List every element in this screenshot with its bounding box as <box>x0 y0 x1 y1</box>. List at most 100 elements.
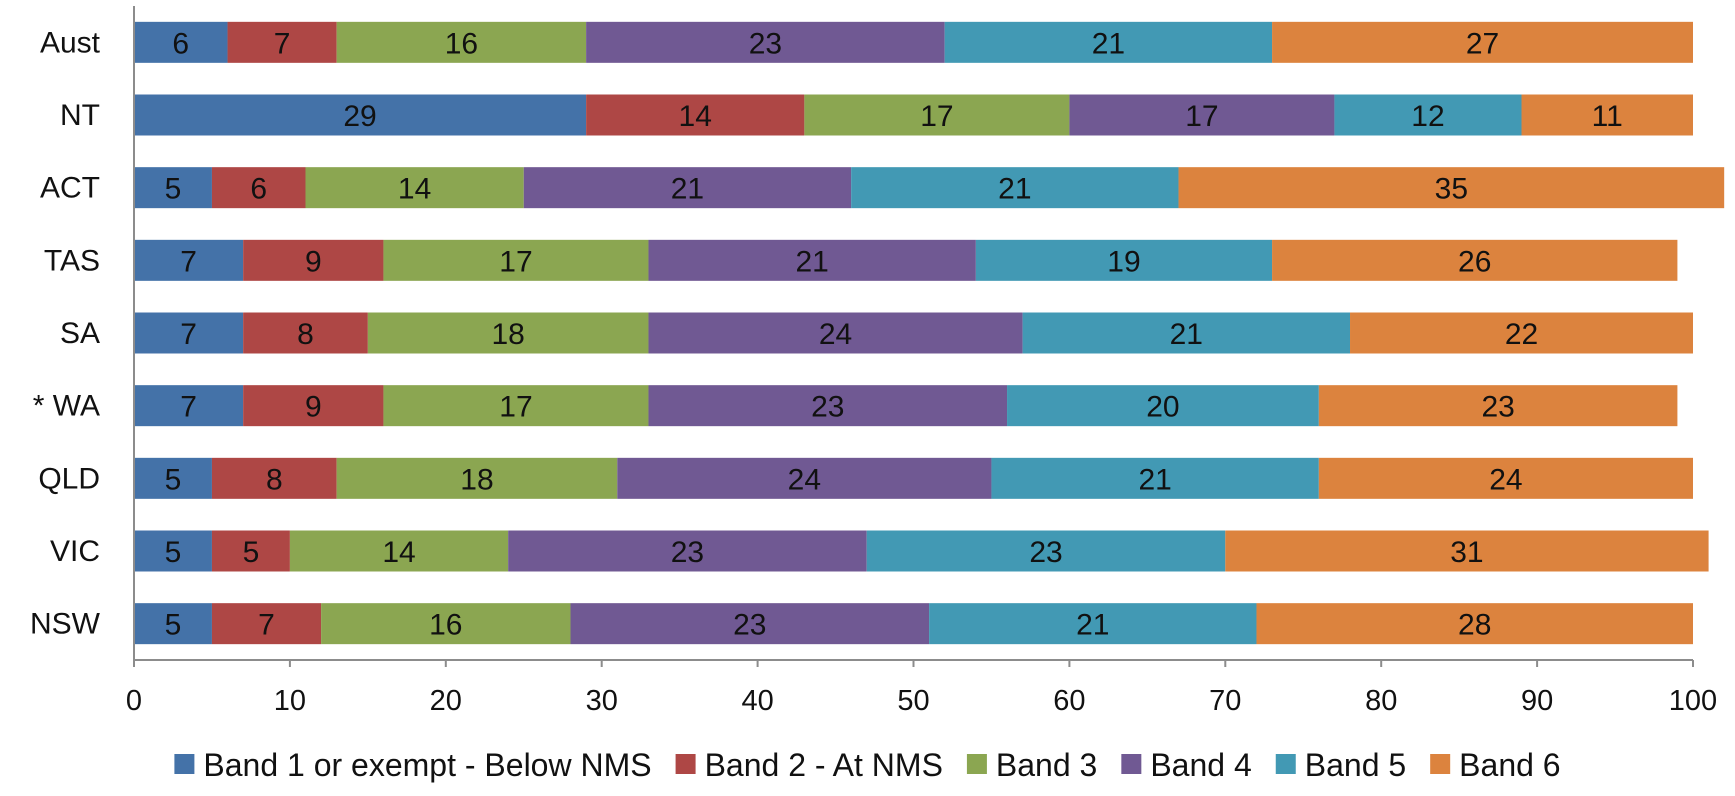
data-label: 21 <box>998 173 1031 206</box>
bar-segment <box>367 312 649 354</box>
bar-segment <box>991 457 1319 499</box>
x-tick-label: 30 <box>586 685 618 717</box>
data-label: 7 <box>274 27 291 60</box>
data-label: 12 <box>1411 100 1444 133</box>
bar-segment <box>975 239 1273 281</box>
data-label: 17 <box>920 100 953 133</box>
bar-segment <box>134 21 228 63</box>
bar-segment <box>243 312 368 354</box>
bar-segment <box>648 312 1023 354</box>
data-label: 5 <box>165 173 182 206</box>
legend-label: Band 1 or exempt - Below NMS <box>203 747 651 783</box>
x-tick-label: 80 <box>1365 685 1397 717</box>
legend-swatch <box>174 754 195 774</box>
bar-segment <box>1272 21 1693 63</box>
data-label: 9 <box>305 391 322 424</box>
category-label: TAS <box>44 244 100 277</box>
legend-label: Band 6 <box>1459 747 1560 783</box>
data-label: 21 <box>671 173 704 206</box>
legend-label: Band 5 <box>1305 747 1406 783</box>
bar-segment <box>383 239 649 281</box>
bar-segment <box>134 239 244 281</box>
bar-segment <box>321 603 571 645</box>
bar-segment <box>1178 167 1725 209</box>
x-tick-label: 40 <box>741 685 773 717</box>
bar-segment <box>211 167 306 209</box>
data-label: 31 <box>1450 536 1483 569</box>
bar-segment <box>211 603 322 645</box>
bar-segment <box>944 21 1273 63</box>
x-tick-label: 90 <box>1521 685 1553 717</box>
bar-segment <box>1069 94 1335 136</box>
data-label: 29 <box>343 100 376 133</box>
data-label: 26 <box>1458 245 1491 278</box>
x-tick-label: 50 <box>897 685 929 717</box>
legend-swatch <box>1430 754 1451 774</box>
bar-segment <box>305 167 524 209</box>
data-label: 23 <box>1029 536 1062 569</box>
data-label: 21 <box>1170 318 1203 351</box>
bar-segment <box>523 167 852 209</box>
legend-swatch <box>1121 754 1142 774</box>
data-label: 6 <box>172 27 189 60</box>
data-label: 24 <box>1489 463 1522 496</box>
bar-segment <box>586 21 945 63</box>
bar-segment <box>211 457 337 499</box>
data-label: 7 <box>180 318 197 351</box>
bar-segment <box>1318 457 1693 499</box>
category-label: Aust <box>40 26 101 59</box>
legend-swatch <box>1275 754 1296 774</box>
x-tick-label: 70 <box>1209 685 1241 717</box>
data-label: 23 <box>811 391 844 424</box>
legend-label: Band 3 <box>996 747 1097 783</box>
bar-segment <box>586 94 805 136</box>
data-label: 24 <box>819 318 852 351</box>
data-label: 6 <box>250 173 267 206</box>
data-label: 18 <box>491 318 524 351</box>
data-label: 14 <box>382 536 415 569</box>
legend-label: Band 4 <box>1150 747 1251 783</box>
legend-swatch <box>966 754 987 774</box>
bar-segment <box>227 21 337 63</box>
data-label: 7 <box>180 245 197 278</box>
bar-segment <box>508 530 867 572</box>
bar-segment <box>570 603 930 645</box>
bar-segment <box>243 385 384 427</box>
data-label: 8 <box>297 318 314 351</box>
data-label: 20 <box>1146 391 1179 424</box>
bar-segment <box>134 457 212 499</box>
data-label: 17 <box>1185 100 1218 133</box>
data-label: 14 <box>679 100 712 133</box>
bar-segment <box>243 239 384 281</box>
bar-segment <box>1350 312 1693 354</box>
data-label: 5 <box>165 609 182 642</box>
bar-segment <box>134 94 587 136</box>
category-label: * WA <box>33 390 100 423</box>
bar-segment <box>851 167 1179 209</box>
data-label: 5 <box>165 463 182 496</box>
bar-segment <box>134 385 244 427</box>
bar-segment <box>1272 239 1678 281</box>
data-label: 16 <box>445 27 478 60</box>
x-tick-label: 60 <box>1053 685 1085 717</box>
bar-segment <box>1225 530 1709 572</box>
bar-segment <box>134 603 212 645</box>
bar-segment <box>289 530 509 572</box>
bar-segment <box>804 94 1070 136</box>
data-label: 23 <box>1481 391 1514 424</box>
bar-segment <box>336 457 618 499</box>
data-label: 18 <box>460 463 493 496</box>
data-label: 17 <box>499 245 532 278</box>
category-label: QLD <box>38 462 100 495</box>
category-label: NT <box>60 99 100 132</box>
data-label: 35 <box>1435 173 1468 206</box>
category-label: SA <box>60 317 100 350</box>
bar-segment <box>336 21 587 63</box>
bar-segment <box>1022 312 1351 354</box>
bar-segment <box>134 167 212 209</box>
bar-segment <box>134 312 244 354</box>
bar-segment <box>211 530 290 572</box>
bar-segment <box>648 239 976 281</box>
data-label: 8 <box>266 463 283 496</box>
data-label: 21 <box>795 245 828 278</box>
